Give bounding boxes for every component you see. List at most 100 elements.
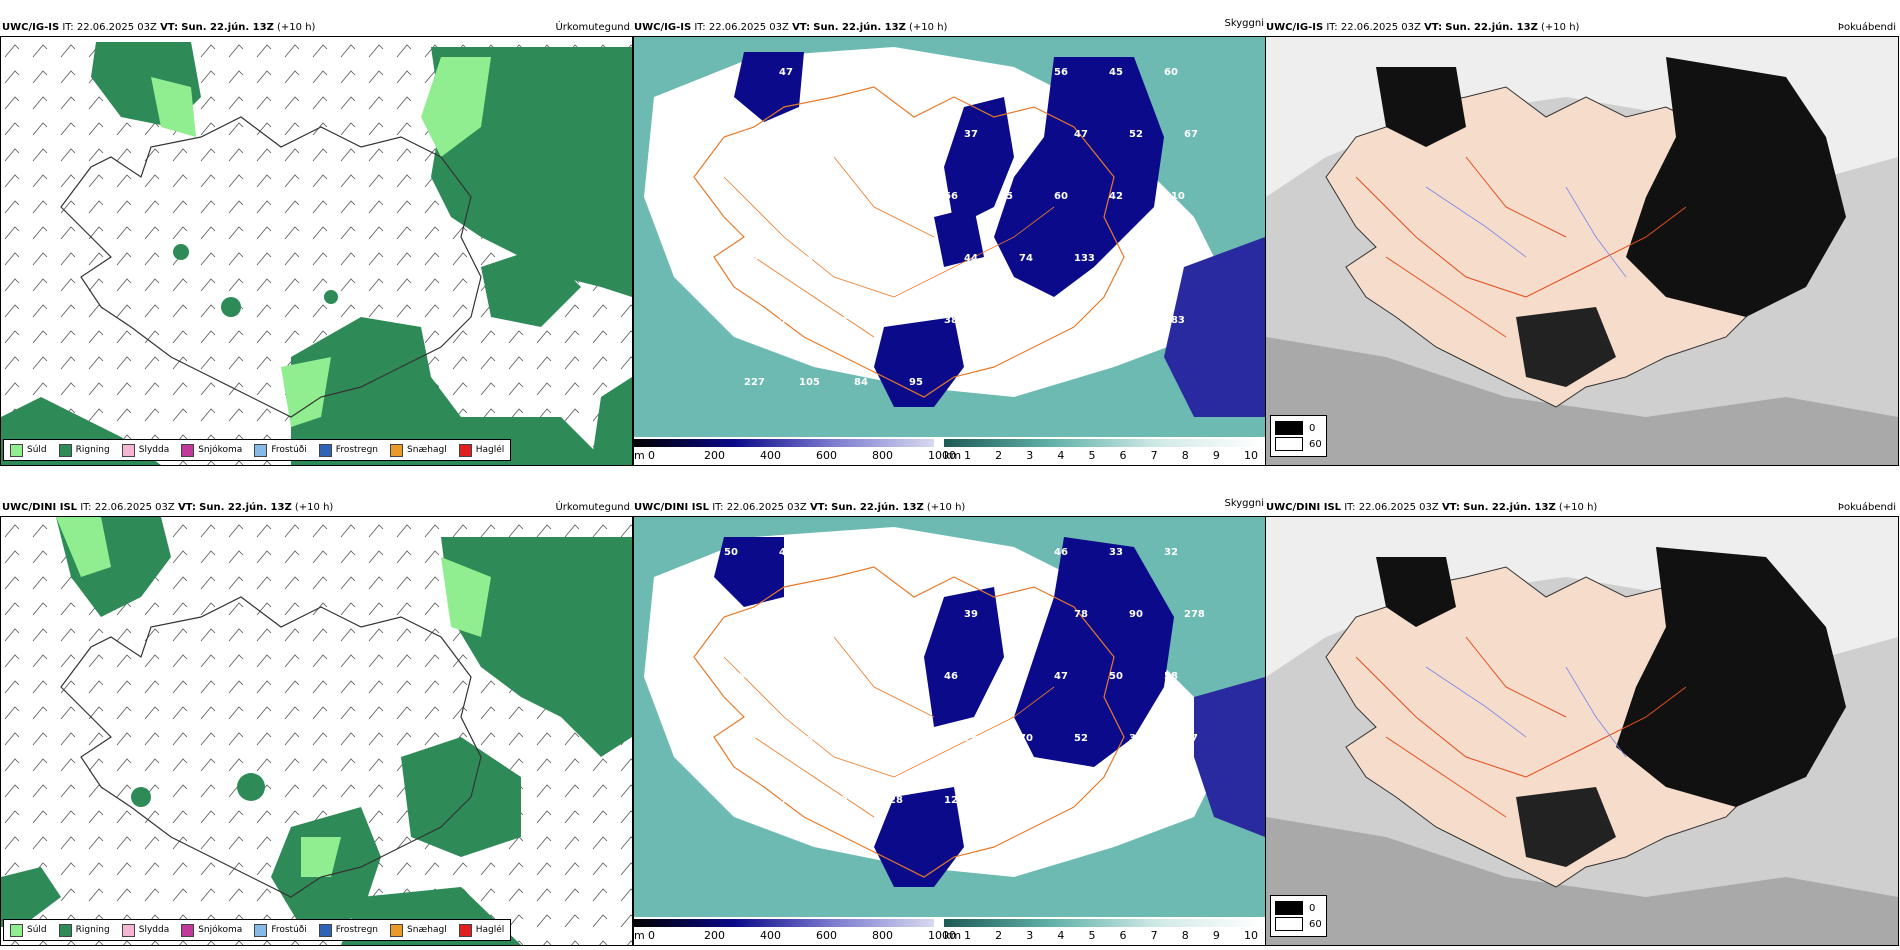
vis-unit: km (944, 929, 962, 942)
legend-label: Slydda (138, 925, 170, 935)
legend-label: Snjókoma (198, 925, 243, 935)
rain-area (441, 537, 632, 757)
it-value: 22.06.2025 03Z (76, 22, 157, 33)
vis-tick-label: 8 (1181, 929, 1189, 942)
low-vis-area (944, 97, 1014, 227)
visibility-value-label: 56 (744, 253, 758, 264)
precip-legend: Súld Rigning Slydda Snjókoma Frostúði Fr… (3, 919, 512, 941)
visibility-value-label: 84 (834, 315, 848, 326)
it-label: IT: (712, 502, 724, 513)
visibility-value-label: 46 (944, 67, 958, 78)
fog-map: 0 60 (1265, 516, 1899, 946)
low-vis-area (924, 587, 1004, 727)
fog-legend: 0 60 (1270, 895, 1327, 937)
visibility-value-label: 42 (1109, 191, 1123, 202)
precip-legend: Súld Rigning Slydda Snjókoma Frostúði Fr… (3, 439, 512, 461)
panel-title: Þokuábendi (1837, 22, 1896, 33)
fog-legend-label: 60 (1309, 918, 1322, 930)
legend-label: Snæhagl (407, 445, 447, 455)
it-value: 22.06.2025 03Z (1358, 502, 1439, 513)
elev-ticks: 0 200 400 600 800 1000 (648, 449, 956, 463)
elev-tick-label: 0 (648, 929, 655, 942)
elev-tick-label: 1000 (928, 929, 956, 942)
visibility-value-label: 95 (909, 377, 923, 388)
legend-swatch (318, 443, 332, 457)
visibility-value-label: 90 (1129, 609, 1143, 620)
visibility-value-label: 32 (834, 67, 848, 78)
visibility-value-label: 78 (1019, 609, 1033, 620)
vis-tick-label: 3 (1026, 929, 1034, 942)
vt-label: VT: (160, 22, 179, 33)
vt-label: VT: (809, 502, 828, 513)
vis-tick-label: 2 (995, 929, 1003, 942)
visibility-value-label: 178 (834, 191, 855, 202)
visibility-value-label: 64 (799, 733, 813, 744)
visibility-value-label: 227 (744, 377, 765, 388)
panel-header: UWC/IG-IS IT: 22.06.2025 03Z VT: Sun. 22… (634, 22, 947, 34)
visibility-value-label: 46 (944, 671, 958, 682)
visibility-value-label: 34 (799, 609, 813, 620)
visibility-value-label: 55 (999, 191, 1013, 202)
iceland-outline (60, 116, 482, 418)
elev-tick-label: 800 (872, 929, 893, 942)
visibility-value-label: 107 (1109, 315, 1130, 326)
visibility-value-label: 47 (779, 67, 793, 78)
visibility-value-label: 43 (944, 547, 958, 558)
fog-area (1626, 57, 1846, 317)
elev-unit: m (634, 929, 645, 942)
visibility-value-label: 47 (1184, 733, 1198, 744)
visibility-value-label: 39 (964, 609, 978, 620)
rain-area (1, 867, 61, 927)
vis-tick-label: 3 (1026, 449, 1034, 462)
vis-ticks: 1 2 3 4 5 6 7 8 9 10 (964, 929, 1258, 943)
visibility-value-label: 45 (889, 315, 903, 326)
it-label: IT: (1326, 22, 1338, 33)
fog-map: 0 60 (1265, 36, 1899, 466)
legend-swatch (58, 923, 72, 937)
elev-tick-label: 200 (704, 449, 725, 462)
low-vis-area (1194, 677, 1265, 837)
elevation-colorbar (634, 919, 934, 927)
elev-tick-label: 600 (816, 449, 837, 462)
fog-area (1516, 307, 1616, 387)
visibility-value-label: 34 (1054, 315, 1068, 326)
vis-tick-label: 1 (964, 929, 971, 942)
visibility-value-label: 51 (744, 129, 758, 140)
fog-swatch (1275, 437, 1303, 451)
visibility-value-label: 60 (1164, 67, 1178, 78)
rain-area (291, 317, 632, 465)
lead-time: (+10 h) (1558, 502, 1598, 513)
vt-value: Sun. 22.jún. 13Z (181, 22, 274, 33)
fog-map-svg (1266, 517, 1898, 945)
legend-swatch (121, 923, 135, 937)
drizzle-area (301, 837, 341, 877)
legend-label: Haglél (475, 925, 505, 935)
visibility-colorbar (944, 919, 1262, 927)
visibility-value-label: 97 (779, 191, 793, 202)
elevation-colorbar (634, 439, 934, 447)
visibility-value-label: 69 (724, 191, 738, 202)
legend-item: Snæhagl (390, 923, 447, 937)
visibility-value-label: 154 (724, 671, 745, 682)
panel-header: UWC/IG-IS IT: 22.06.2025 03Z VT: Sun. 22… (2, 22, 315, 34)
legend-label: Rigning (75, 925, 110, 935)
panel-header: UWC/IG-IS IT: 22.06.2025 03Z VT: Sun. 22… (1266, 22, 1579, 34)
visibility-value-label: 47 (909, 253, 923, 264)
legend-item: Súld (10, 443, 47, 457)
visibility-value-label: 81 (999, 795, 1013, 806)
vis-scalebar: m 0 200 400 600 800 1000 km 1 2 3 4 5 6 7 8 9 10 (634, 437, 1265, 465)
visibility-value-label: 35 (889, 547, 903, 558)
panel-title: Úrkomutegund (555, 502, 630, 513)
panel-title: Þokuábendi (1837, 502, 1896, 513)
model-label: UWC/IG-IS (634, 22, 692, 33)
drizzle-area (281, 357, 331, 427)
visibility-value-label: 66 (944, 191, 958, 202)
low-vis-area (934, 207, 984, 267)
visibility-value-label: 50 (999, 67, 1013, 78)
elev-tick-label: 400 (760, 449, 781, 462)
visibility-value-label: 50 (1109, 671, 1123, 682)
fog-legend-label: 0 (1309, 902, 1316, 914)
legend-item: Slydda (121, 923, 170, 937)
vis-labels: 50 46 58 35 43 42 46 33 32 56 34 31 42 39 78 78 90 278 154… (634, 517, 1265, 917)
visibility-map: 50 46 58 35 43 42 46 33 32 56 34 31 42 39 78 78 90 278 154… (633, 516, 1266, 946)
